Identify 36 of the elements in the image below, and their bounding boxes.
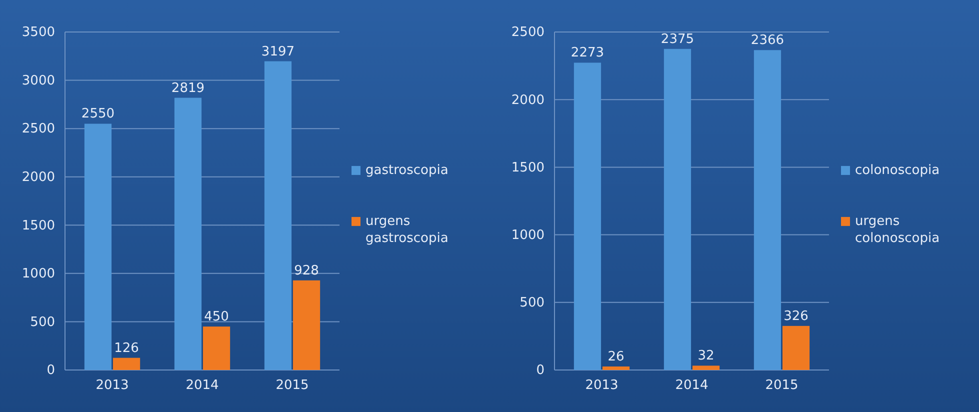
y-tick-label: 2000 <box>511 92 544 108</box>
x-tick-label: 2015 <box>276 378 309 394</box>
y-tick-label: 1500 <box>22 218 55 234</box>
y-tick-label: 0 <box>536 363 544 378</box>
x-tick-label: 2013 <box>585 378 618 394</box>
y-tick-label: 3000 <box>22 73 55 88</box>
data-label: 2273 <box>570 46 604 61</box>
legend-label: urgens gastroscopia <box>366 214 448 246</box>
x-tick-label: 2013 <box>96 378 129 394</box>
legend-label: urgens colonoscopia <box>855 214 940 246</box>
data-label: 326 <box>784 308 808 324</box>
data-label: 26 <box>608 349 624 364</box>
data-label: 2550 <box>81 106 115 122</box>
y-tick-label: 1000 <box>22 266 55 282</box>
data-label: 2819 <box>171 80 205 96</box>
y-tick-label: 2000 <box>22 170 55 186</box>
data-label: 928 <box>294 263 319 278</box>
x-tick-label: 2014 <box>186 378 219 394</box>
y-tick-label: 3500 <box>22 25 55 40</box>
data-label: 2375 <box>660 32 694 47</box>
data-label: 126 <box>114 340 139 356</box>
legend-label: gastroscopia <box>366 162 448 178</box>
y-tick-label: 0 <box>46 363 55 378</box>
y-tick-label: 2500 <box>511 25 544 40</box>
legend-label: colonoscopia <box>855 162 940 178</box>
x-tick-label: 2014 <box>675 378 708 394</box>
data-label: 2366 <box>750 33 784 48</box>
y-tick-label: 2500 <box>22 122 55 137</box>
y-tick-label: 1500 <box>511 160 544 176</box>
x-tick-label: 2015 <box>765 378 798 394</box>
y-tick-label: 500 <box>30 314 55 330</box>
data-label: 3197 <box>261 44 295 60</box>
y-tick-label: 500 <box>520 296 544 311</box>
data-label: 32 <box>698 348 714 364</box>
data-label: 450 <box>204 310 229 325</box>
y-tick-label: 1000 <box>511 228 544 243</box>
